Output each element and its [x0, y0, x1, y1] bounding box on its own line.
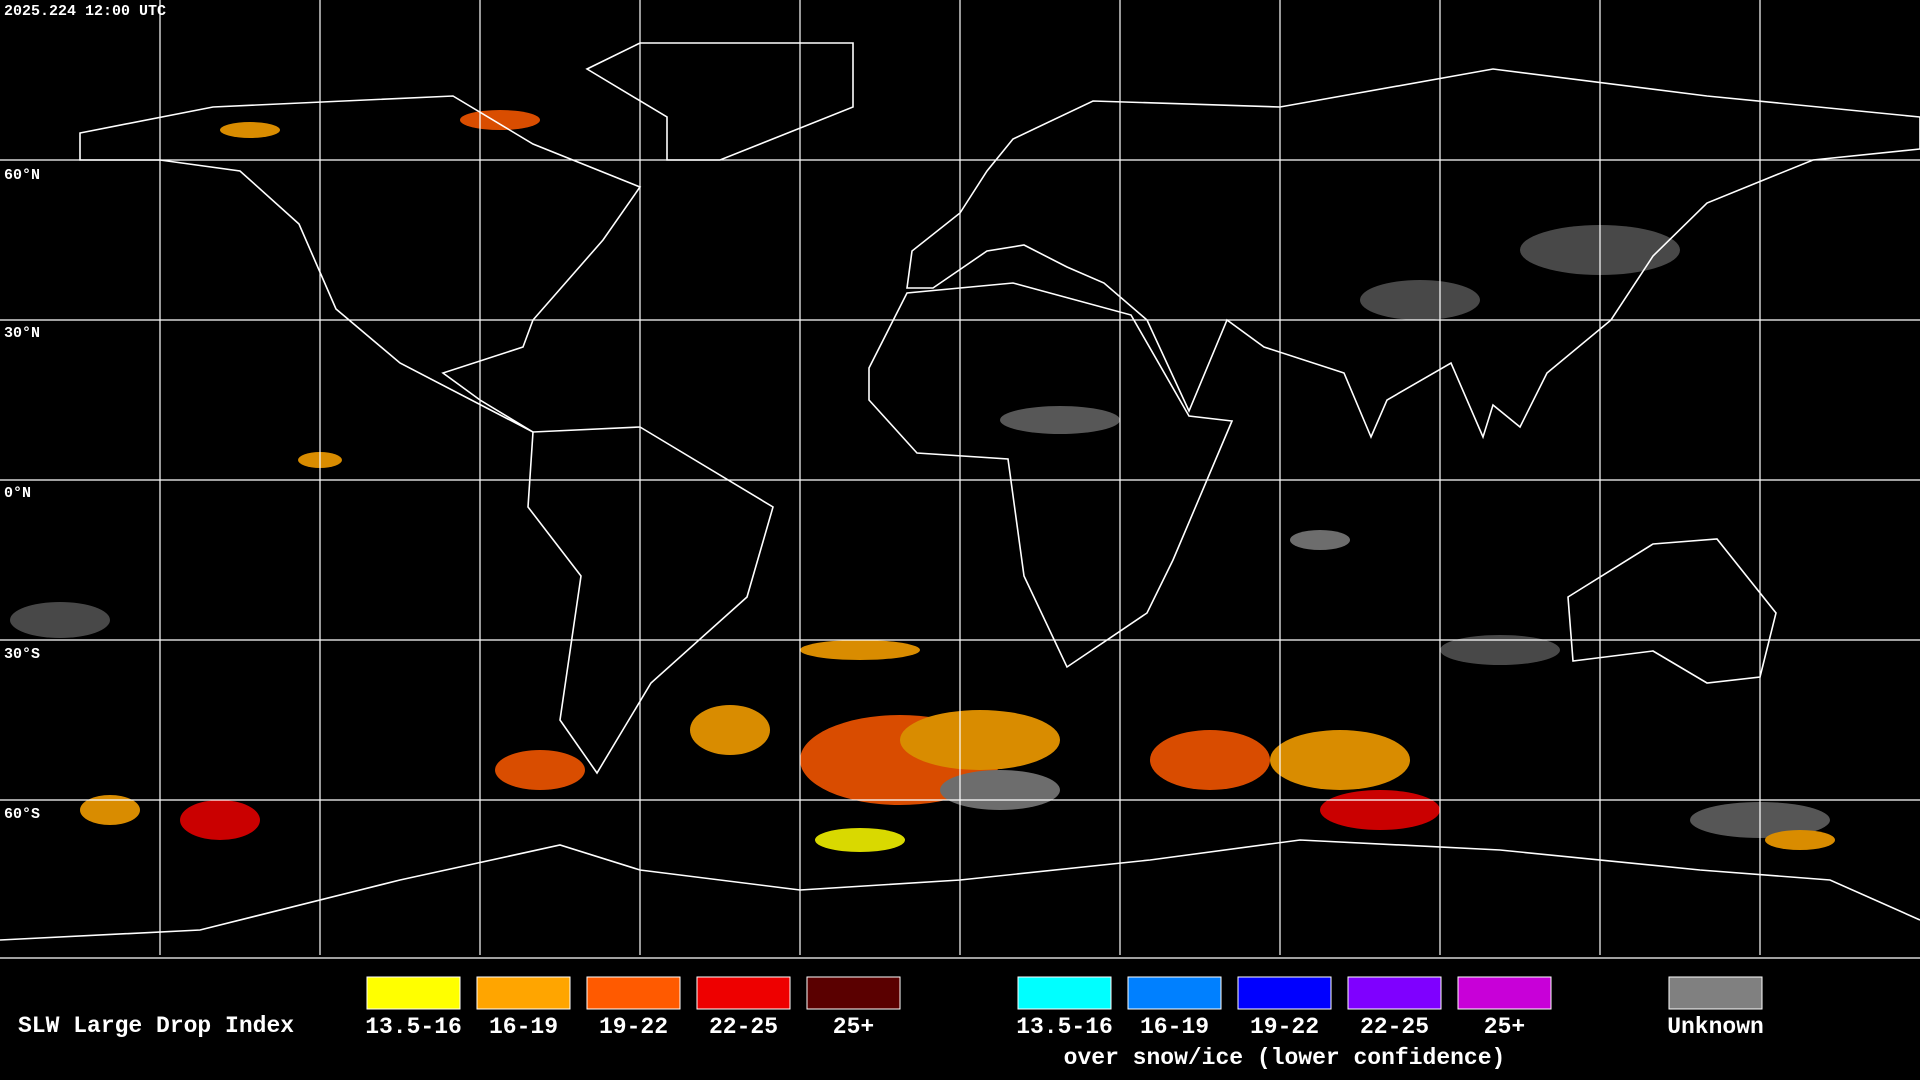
- legend-title: SLW Large Drop Index: [18, 1013, 294, 1039]
- legend-swatch: [806, 976, 901, 1010]
- latitude-label: 0°N: [4, 485, 31, 502]
- legend-swatch: [476, 976, 571, 1010]
- latitude-label: 30°N: [4, 325, 40, 342]
- legend-label: 13.5-16: [1016, 1014, 1113, 1040]
- legend-label: 22-25: [1360, 1014, 1429, 1040]
- legend-label: 22-25: [709, 1014, 778, 1040]
- legend-label: 25+: [1484, 1014, 1525, 1040]
- legend-swatch: [696, 976, 791, 1010]
- legend-label: 25+: [833, 1014, 874, 1040]
- graticule: [0, 0, 1920, 959]
- legend-caption: over snow/ice (lower confidence): [1064, 1045, 1506, 1071]
- legend-swatch: [586, 976, 681, 1010]
- timestamp: 2025.224 12:00 UTC: [4, 3, 166, 20]
- latitude-label: 60°N: [4, 167, 40, 184]
- legend-swatch: [1668, 976, 1763, 1010]
- legend-swatch: [1457, 976, 1552, 1010]
- legend-label: 16-19: [489, 1014, 558, 1040]
- legend-swatch: [1237, 976, 1332, 1010]
- latitude-label: 60°S: [4, 806, 40, 823]
- legend-label: 16-19: [1140, 1014, 1209, 1040]
- legend-label: Unknown: [1667, 1014, 1764, 1040]
- legend-swatch: [1127, 976, 1222, 1010]
- legend-label: 19-22: [599, 1014, 668, 1040]
- legend-label: 19-22: [1250, 1014, 1319, 1040]
- legend-label: 13.5-16: [365, 1014, 462, 1040]
- legend-swatch: [366, 976, 461, 1010]
- latitude-label: 30°S: [4, 646, 40, 663]
- legend-swatch: [1347, 976, 1442, 1010]
- legend-swatch: [1017, 976, 1112, 1010]
